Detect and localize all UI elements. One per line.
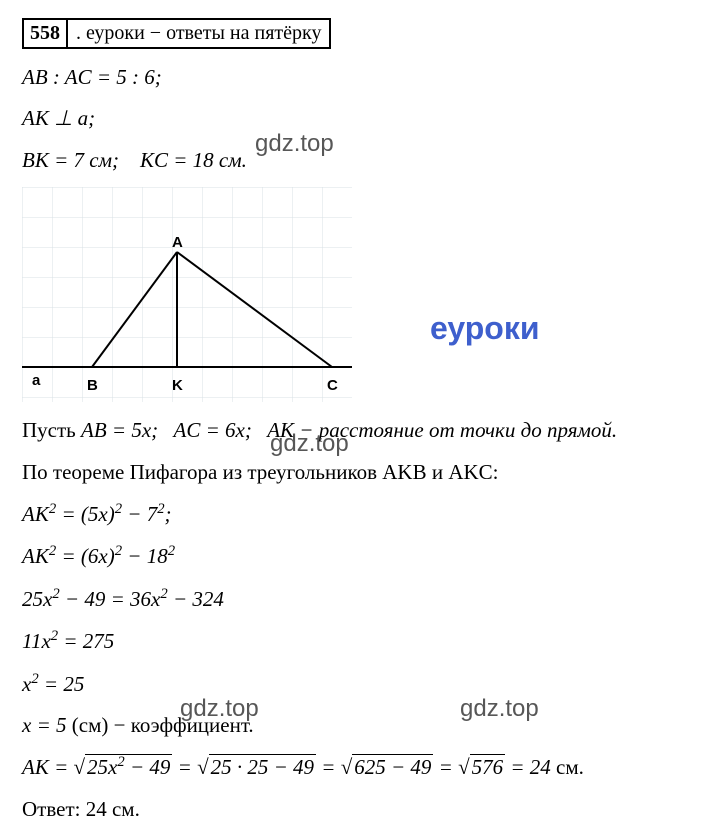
- label-C: C: [327, 377, 338, 394]
- bk-value: BK = 7 см;: [22, 148, 119, 172]
- kc-value: KC = 18 см.: [140, 148, 247, 172]
- header-text: . еуроки − ответы на пятёрку: [68, 20, 329, 47]
- given-line-3: BK = 7 см; KC = 18 см.: [22, 146, 690, 175]
- problem-number: 558: [24, 20, 68, 47]
- diagram-svg: [22, 187, 352, 402]
- eq5: x2 = 25: [22, 669, 690, 699]
- watermark-2: gdz.top: [270, 430, 349, 458]
- eq4: 11x2 = 275: [22, 626, 690, 656]
- label-A: A: [172, 234, 183, 251]
- problem-header: 558 . еуроки − ответы на пятёрку: [22, 18, 331, 49]
- triangle-diagram: A B K C a: [22, 187, 352, 402]
- brand-logo: еуроки: [430, 310, 540, 347]
- watermark-4: gdz.top: [460, 695, 539, 723]
- solution-intro: Пусть AB = 5x; AC = 6x; AK − расстояние …: [22, 416, 690, 445]
- eq1: AK2 = (5x)2 − 72;: [22, 499, 690, 529]
- eq2: AK2 = (6x)2 − 182: [22, 541, 690, 571]
- answer: Ответ: 24 см.: [22, 795, 690, 824]
- label-B: B: [87, 377, 98, 394]
- eq6: x = 5 (см) − коэффициент.: [22, 711, 690, 740]
- label-K: K: [172, 377, 183, 394]
- eq3: 25x2 − 49 = 36x2 − 324: [22, 584, 690, 614]
- final-calc: AK = 25x2 − 49 = 25 · 25 − 49 = 625 − 49…: [22, 752, 690, 782]
- pythagoras-statement: По теореме Пифагора из треугольников AKB…: [22, 458, 690, 487]
- watermark-3: gdz.top: [180, 695, 259, 723]
- given-line-2: AK ⊥ a;: [22, 104, 690, 133]
- label-a: a: [32, 372, 40, 389]
- watermark-1: gdz.top: [255, 130, 334, 158]
- given-line-1: AB : AC = 5 : 6;: [22, 63, 690, 92]
